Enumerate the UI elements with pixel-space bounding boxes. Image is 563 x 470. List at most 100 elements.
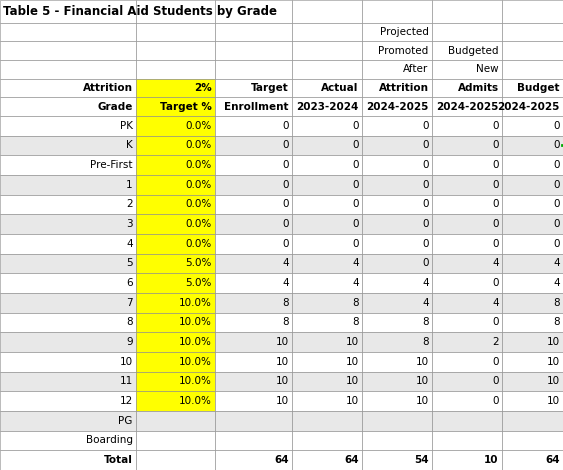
Bar	[215, 23, 292, 41]
Bar	[361, 23, 432, 41]
Bar	[432, 450, 502, 470]
Text: Attrition: Attrition	[83, 83, 133, 93]
Bar	[215, 116, 292, 136]
Text: 4: 4	[352, 278, 359, 288]
Bar	[502, 214, 563, 234]
Bar	[215, 352, 292, 372]
Text: 0.0%: 0.0%	[185, 219, 212, 229]
Text: 10.0%: 10.0%	[178, 317, 212, 328]
Text: 0: 0	[492, 317, 499, 328]
Text: 5.0%: 5.0%	[185, 278, 212, 288]
Text: Budget: Budget	[517, 83, 560, 93]
Bar	[432, 116, 502, 136]
Text: 0: 0	[352, 219, 359, 229]
Text: 10: 10	[346, 357, 359, 367]
Text: 5.0%: 5.0%	[185, 258, 212, 268]
Bar	[292, 155, 361, 175]
Text: 1: 1	[126, 180, 133, 190]
Bar	[0, 0, 136, 23]
Text: 8: 8	[282, 298, 289, 308]
Bar	[432, 332, 502, 352]
Text: 0: 0	[352, 199, 359, 210]
Text: K: K	[126, 141, 133, 150]
Text: Attrition: Attrition	[379, 83, 428, 93]
Text: 8: 8	[126, 317, 133, 328]
Bar	[502, 155, 563, 175]
Bar	[136, 332, 215, 352]
Text: 0.0%: 0.0%	[185, 141, 212, 150]
Bar	[136, 392, 215, 411]
Text: 0: 0	[422, 180, 428, 190]
Text: 0: 0	[553, 199, 560, 210]
Bar	[292, 0, 361, 23]
Text: 10: 10	[547, 376, 560, 386]
Bar	[432, 195, 502, 214]
Text: 0: 0	[492, 199, 499, 210]
Bar	[432, 254, 502, 273]
Bar	[432, 214, 502, 234]
Bar	[136, 372, 215, 392]
Bar	[0, 450, 136, 470]
Bar	[292, 273, 361, 293]
Bar	[215, 0, 292, 23]
Text: 64: 64	[274, 455, 289, 465]
Bar	[361, 195, 432, 214]
Text: 0: 0	[422, 160, 428, 170]
Text: 0: 0	[492, 141, 499, 150]
Bar	[292, 332, 361, 352]
Bar	[215, 392, 292, 411]
Text: 0: 0	[422, 141, 428, 150]
Text: 8: 8	[422, 337, 428, 347]
Bar	[215, 78, 292, 97]
Bar	[0, 175, 136, 195]
Bar	[0, 41, 136, 60]
Bar	[361, 116, 432, 136]
Bar	[292, 116, 361, 136]
Bar	[432, 97, 502, 116]
Bar	[136, 352, 215, 372]
Bar	[502, 116, 563, 136]
Text: 0: 0	[492, 160, 499, 170]
Bar	[361, 392, 432, 411]
Bar	[215, 195, 292, 214]
Bar	[0, 97, 136, 116]
Text: 0: 0	[553, 239, 560, 249]
Bar	[292, 195, 361, 214]
Text: 0: 0	[352, 141, 359, 150]
Text: Budgeted: Budgeted	[448, 46, 499, 56]
Bar	[361, 254, 432, 273]
Bar	[432, 431, 502, 450]
Text: 8: 8	[422, 317, 428, 328]
Text: 0: 0	[282, 180, 289, 190]
Text: 8: 8	[352, 317, 359, 328]
Bar	[432, 60, 502, 78]
Bar	[502, 60, 563, 78]
Bar	[292, 392, 361, 411]
Text: 10: 10	[346, 376, 359, 386]
Bar	[0, 155, 136, 175]
Text: 4: 4	[282, 278, 289, 288]
Bar	[292, 78, 361, 97]
Text: 0: 0	[282, 141, 289, 150]
Bar	[0, 372, 136, 392]
Text: 3: 3	[126, 219, 133, 229]
Text: 0: 0	[492, 278, 499, 288]
Bar	[292, 450, 361, 470]
Bar	[0, 273, 136, 293]
Text: 8: 8	[352, 298, 359, 308]
Text: 10: 10	[484, 455, 499, 465]
Text: 10: 10	[547, 337, 560, 347]
Bar	[502, 41, 563, 60]
Bar	[432, 78, 502, 97]
Bar	[502, 195, 563, 214]
Bar	[136, 0, 215, 23]
Bar	[361, 214, 432, 234]
Bar	[215, 254, 292, 273]
Text: 10: 10	[415, 357, 428, 367]
Bar	[502, 23, 563, 41]
Bar	[0, 352, 136, 372]
Text: 0: 0	[422, 239, 428, 249]
Text: 4: 4	[492, 258, 499, 268]
Text: Boarding: Boarding	[86, 436, 133, 446]
Bar	[136, 136, 215, 155]
